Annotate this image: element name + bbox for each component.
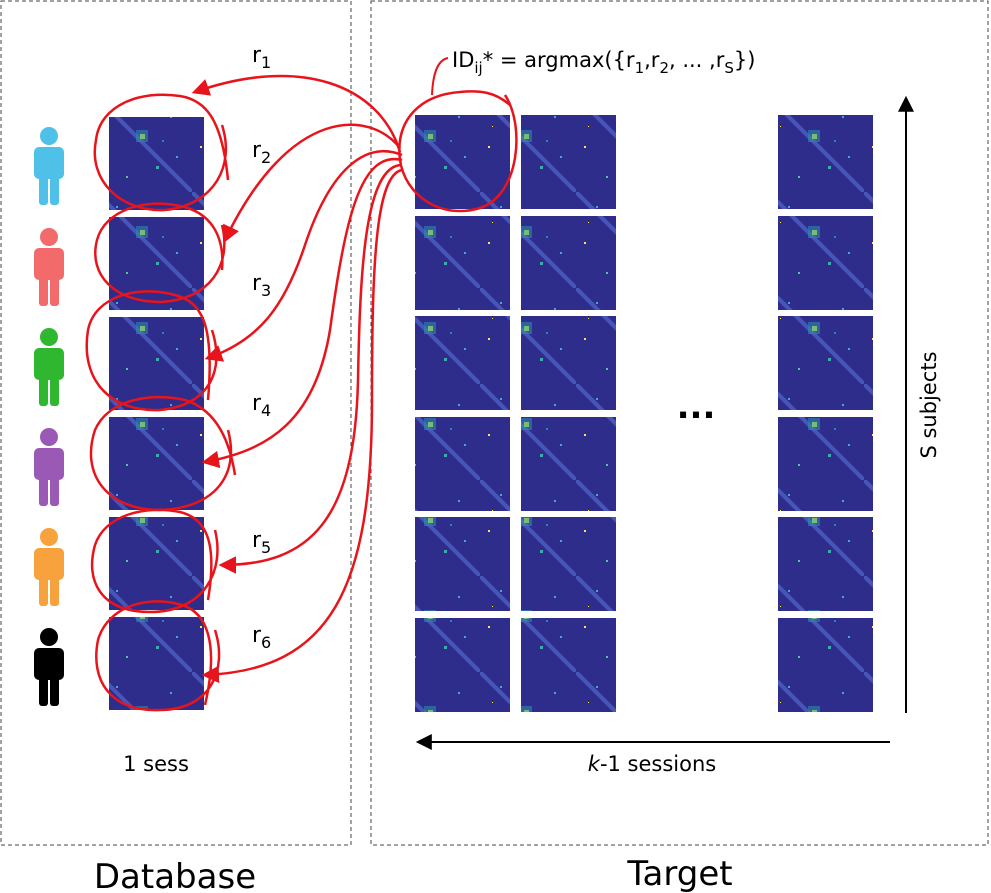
correlation-label-r6: r6: [252, 623, 271, 652]
db-circle: [95, 600, 221, 712]
arrow-r1: [191, 74, 402, 153]
db-circle: [85, 290, 218, 412]
fc-matrix: [778, 517, 873, 611]
fc-matrix: [415, 216, 510, 310]
fc-matrix: [778, 216, 873, 310]
arrow-r3: [204, 150, 403, 362]
person-icon: [34, 428, 64, 506]
fc-matrix: [109, 117, 204, 210]
db-circle: [94, 202, 226, 304]
comparison-annotations: [85, 74, 518, 712]
fc-matrix: [415, 115, 510, 209]
subjects-axis-label: S subjects: [917, 351, 941, 458]
fc-matrix: [778, 316, 873, 410]
formula-pointer: [431, 57, 449, 96]
database-panel: [0, 0, 352, 846]
correlation-label-r4: r4: [252, 391, 271, 420]
fc-matrix: [415, 417, 510, 511]
correlation-label-r5: r5: [252, 528, 271, 557]
person-icon: [34, 628, 64, 706]
db-circle: [90, 508, 219, 614]
fc-matrix: [521, 115, 616, 209]
fc-matrix: [778, 618, 873, 712]
person-icon: [34, 328, 64, 406]
fc-matrix: [109, 617, 204, 710]
person-icon: [34, 528, 64, 606]
fc-matrix: [109, 517, 204, 610]
correlation-label-r1: r1: [252, 43, 271, 72]
fc-matrix: [778, 115, 873, 209]
target-matrices: [415, 115, 873, 712]
fc-matrix: [521, 216, 616, 310]
person-icon: [34, 228, 64, 306]
arrow-r2: [223, 123, 401, 244]
fc-matrix: [415, 618, 510, 712]
fc-matrix: [521, 517, 616, 611]
target-title: Target: [626, 854, 732, 893]
fc-matrix: [415, 517, 510, 611]
sessions-axis-label: k-1 sessions: [588, 752, 716, 776]
arrow-r4: [201, 157, 403, 469]
fc-matrix: [521, 417, 616, 511]
db-circle: [89, 395, 237, 512]
target-circle: [398, 90, 518, 213]
arrow-r5: [218, 163, 403, 574]
id-formula: IDij* = argmax({r1,r2, ... ,rS}): [452, 48, 755, 77]
arrow-r6: [201, 168, 403, 684]
db-circle: [93, 93, 230, 212]
database-title: Database: [94, 857, 256, 893]
person-icon: [34, 127, 64, 205]
fc-matrix: [109, 317, 204, 410]
database-matrices: [109, 117, 204, 710]
column-ellipsis: ...: [677, 387, 716, 427]
correlation-label-r2: r2: [252, 138, 271, 167]
fc-matrix: [521, 618, 616, 712]
fc-matrix: [521, 316, 616, 410]
correlation-label-r3: r3: [252, 271, 271, 300]
database-caption: 1 sess: [123, 752, 189, 776]
fc-matrix: [415, 316, 510, 410]
fc-matrix: [778, 417, 873, 511]
fc-matrix: [109, 417, 204, 510]
